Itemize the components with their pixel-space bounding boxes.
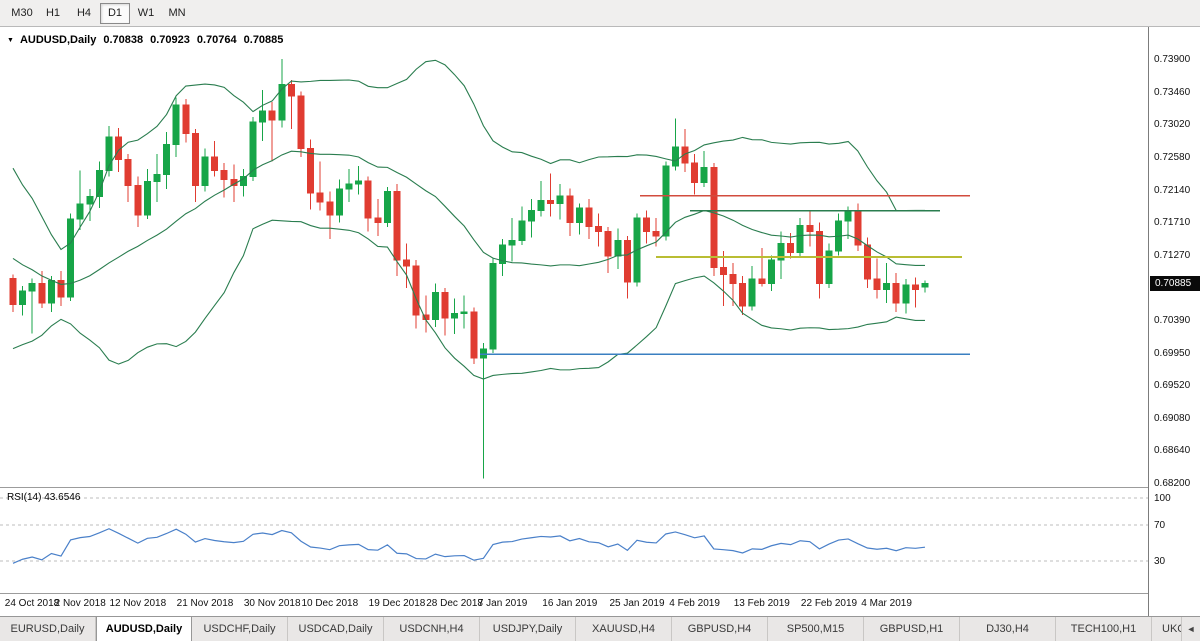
chart-tab-tech100-h1[interactable]: TECH100,H1 <box>1056 617 1152 641</box>
timeframe-button-h1[interactable]: H1 <box>45 6 61 19</box>
price-axis-label: 0.69080 <box>1154 412 1191 424</box>
price-axis: 0.73900 0.73460 0.73020 0.72580 0.72140 0.717… <box>1148 27 1200 616</box>
chart-tab-gbpusd-h1[interactable]: GBPUSD,H1 <box>864 617 960 641</box>
ohlc-high: 0.70923 <box>150 34 190 46</box>
price-axis-label: 0.73460 <box>1154 86 1191 98</box>
rsi-line <box>12 528 926 564</box>
date-axis-label: 2 Nov 2018 <box>54 598 106 609</box>
rsi-axis-label: 70 <box>1154 520 1166 531</box>
timeframe-button-d1[interactable]: D1 <box>100 2 130 24</box>
chart-tab-xauusd-h4[interactable]: XAUUSD,H4 <box>576 617 672 641</box>
date-axis-label: 30 Nov 2018 <box>243 598 301 609</box>
date-axis-label: 22 Feb 2019 <box>800 598 858 609</box>
date-axis-label: 10 Dec 2018 <box>301 598 359 609</box>
date-axis-label: 16 Jan 2019 <box>542 598 598 609</box>
bollinger-lower-band <box>12 219 926 380</box>
date-axis-label: 25 Jan 2019 <box>609 598 665 609</box>
date-axis-label: 24 Oct 2018 <box>4 598 60 609</box>
date-axis-label: 7 Jan 2019 <box>477 598 528 609</box>
chart-tab-dj30-h4[interactable]: DJ30,H4 <box>960 617 1056 641</box>
date-axis-label: 4 Mar 2019 <box>861 598 912 609</box>
price-axis-label: 0.71270 <box>1154 249 1191 261</box>
rsi-axis-label: 100 <box>1154 493 1171 504</box>
chart-tab-ukc[interactable]: UKC <box>1152 617 1200 641</box>
timeframe-button-m30[interactable]: M30 <box>11 6 33 19</box>
rsi-chart-canvas[interactable] <box>0 488 1148 592</box>
bollinger-middle-band <box>12 150 926 285</box>
chart-window: ▼ AUDUSD,Daily 0.70838 0.70923 0.70764 0… <box>0 27 1200 616</box>
timeframe-button-h4[interactable]: H4 <box>76 6 92 19</box>
axis-separator <box>0 593 1148 594</box>
timeframe-button-group: M30 H1 H4 D1 W1 MN <box>7 2 193 24</box>
price-axis-label: 0.68640 <box>1154 445 1191 457</box>
bollinger-upper-band <box>12 59 926 251</box>
chart-tab-eurusd-daily[interactable]: EURUSD,Daily <box>0 617 96 641</box>
ohlc-open: 0.70838 <box>103 34 144 46</box>
price-axis-label: 0.68200 <box>1154 478 1191 489</box>
timeframe-button-w1[interactable]: W1 <box>137 6 155 19</box>
date-axis: 24 Oct 2018 2 Nov 2018 12 Nov 2018 21 Nov 2… <box>0 595 1148 615</box>
chart-tab-usdcnh-h4[interactable]: USDCNH,H4 <box>384 617 480 641</box>
ohlc-close: 0.70885 <box>243 34 284 46</box>
chart-dropdown-icon[interactable]: ▼ <box>7 36 14 44</box>
chart-tab-sp500-m15[interactable]: SP500,M15 <box>768 617 864 641</box>
chart-symbol-label: AUDUSD,Daily <box>19 34 97 46</box>
rsi-axis-label: 30 <box>1154 556 1166 567</box>
timeframe-button-mn[interactable]: MN <box>168 6 186 19</box>
tab-scroll-left-button[interactable]: ◄ <box>1181 617 1200 641</box>
rsi-indicator-label: RSI(14) 43.6546 <box>7 492 81 503</box>
price-axis-label: 0.71710 <box>1154 216 1191 228</box>
chart-tab-audusd-daily[interactable]: AUDUSD,Daily <box>96 617 192 641</box>
date-axis-label: 13 Feb 2019 <box>733 598 790 609</box>
ohlc-low: 0.70764 <box>196 34 237 46</box>
chart-ohlc-info: ▼ AUDUSD,Daily 0.70838 0.70923 0.70764 0… <box>7 34 283 46</box>
price-axis-label: 0.70390 <box>1154 315 1191 327</box>
price-axis-label: 0.73020 <box>1154 119 1191 131</box>
chart-tabbar: EURUSD,Daily AUDUSD,Daily USDCHF,Daily USDC… <box>0 616 1200 641</box>
timeframe-toolbar: M30 H1 H4 D1 W1 MN <box>0 0 1200 27</box>
price-axis-label: 0.72140 <box>1154 184 1191 196</box>
date-axis-label: 4 Feb 2019 <box>669 598 720 609</box>
price-axis-label: 0.73900 <box>1154 54 1191 65</box>
price-axis-label: 0.69520 <box>1154 379 1191 391</box>
price-axis-label: 0.69950 <box>1154 347 1191 359</box>
date-axis-label: 19 Dec 2018 <box>368 598 426 609</box>
chart-tab-gbpusd-h4[interactable]: GBPUSD,H4 <box>672 617 768 641</box>
chart-tab-usdjpy-daily[interactable]: USDJPY,Daily <box>480 617 576 641</box>
date-axis-label: 21 Nov 2018 <box>176 598 234 609</box>
pane-separator[interactable] <box>0 487 1148 488</box>
price-chart-canvas[interactable] <box>0 27 1148 487</box>
candlestick-series <box>9 59 929 479</box>
date-axis-label: 12 Nov 2018 <box>109 598 167 609</box>
date-axis-label: 28 Dec 2018 <box>426 598 483 609</box>
current-price-badge: 0.70885 <box>1150 276 1200 292</box>
chart-tab-usdchf-daily[interactable]: USDCHF,Daily <box>192 617 288 641</box>
price-axis-label: 0.72580 <box>1154 152 1191 164</box>
chart-tab-usdcad-daily[interactable]: USDCAD,Daily <box>288 617 384 641</box>
